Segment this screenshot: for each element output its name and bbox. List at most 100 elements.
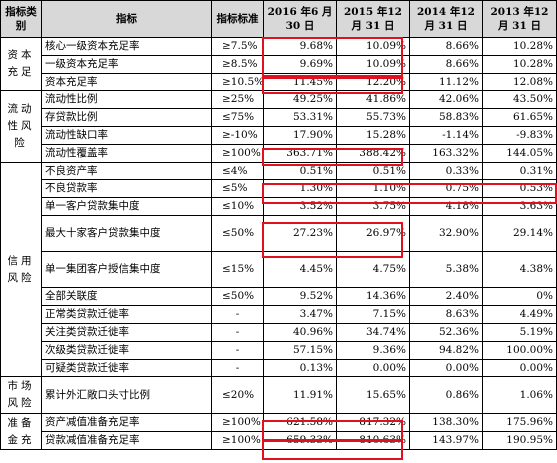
indicator-name: 流动性覆盖率 (41, 144, 212, 163)
indicator-name: 存贷款比例 (41, 108, 212, 127)
indicator-name: 不良资产率 (41, 162, 212, 180)
indicator-name: 资产减值准备充足率 (41, 413, 212, 432)
value-2013: -9.83% (482, 126, 557, 145)
indicator-standard: ≤10% (211, 197, 264, 216)
indicator-name: 单一集团客户授信集中度 (41, 251, 212, 288)
value-2014: 0.75% (409, 179, 483, 198)
table-row: 正常类贷款迁徙率 - 3.47% 7.15% 8.63% 4.49% (1, 305, 557, 324)
value-2015: 15.65% (336, 376, 410, 414)
indicator-standard: ≤20% (211, 376, 264, 414)
value-2014: 138.30% (409, 413, 483, 432)
value-2014: 163.32% (409, 144, 483, 163)
table-row: 贷款减值准备充足率 ≥100% 659.33% 810.63% 143.97% … (1, 431, 557, 450)
category-capital: 资本充足 (0, 37, 42, 91)
value-2015: 9.36% (336, 341, 410, 360)
indicator-name: 单一客户贷款集中度 (41, 197, 212, 216)
indicator-name: 全部关联度 (41, 287, 212, 306)
value-2016: 3.47% (263, 305, 337, 324)
indicator-name: 不良贷款率 (41, 179, 212, 198)
value-2015: 4.75% (336, 251, 410, 288)
header-standard: 指标标准 (211, 0, 264, 38)
value-2014: 11.12% (409, 73, 483, 91)
value-2016: 659.33% (263, 431, 337, 450)
value-2013: 144.05% (482, 144, 557, 163)
indicator-table: 指标类别 指标 指标标准 2016 年6 月 30 日 2015 年12 月 3… (0, 0, 557, 450)
category-liquidity: 流动性风险 (0, 90, 42, 163)
value-2016: 57.15% (263, 341, 337, 360)
indicator-standard: ≤5% (211, 179, 264, 198)
value-2016: 9.68% (263, 37, 337, 56)
value-2013: 4.49% (482, 305, 557, 324)
value-2014: 94.82% (409, 341, 483, 360)
indicator-standard: ≥100% (211, 431, 264, 450)
indicator-name: 累计外汇敞口头寸比例 (41, 376, 212, 414)
indicator-name: 贷款减值准备充足率 (41, 431, 212, 450)
value-2014: 5.38% (409, 251, 483, 288)
value-2014: -1.14% (409, 126, 483, 145)
header-2016: 2016 年6 月 30 日 (263, 0, 337, 38)
value-2016: 49.25% (263, 90, 337, 109)
category-provision: 准备金充 (0, 413, 42, 450)
table-row: 资本充足率 ≥10.5% 11.45% 12.20% 11.12% 12.08% (1, 73, 557, 91)
table-row: 全部关联度 ≤50% 9.52% 14.36% 2.40% 0% (1, 287, 557, 306)
value-2016: 363.71% (263, 144, 337, 163)
value-2014: 2.40% (409, 287, 483, 306)
indicator-standard: - (211, 341, 264, 360)
value-2015: 817.32% (336, 413, 410, 432)
value-2015: 7.15% (336, 305, 410, 324)
value-2014: 0.33% (409, 162, 483, 180)
indicator-standard: ≤4% (211, 162, 264, 180)
indicator-standard: - (211, 305, 264, 324)
value-2015: 810.63% (336, 431, 410, 450)
value-2013: 29.14% (482, 215, 557, 252)
value-2015: 3.75% (336, 197, 410, 216)
table-row: 一级资本充足率 ≥8.5% 9.69% 10.09% 8.66% 10.28% (1, 55, 557, 74)
value-2016: 4.45% (263, 251, 337, 288)
table-row: 信用风险 不良资产率 ≤4% 0.51% 0.51% 0.33% 0.31% (0, 162, 557, 377)
value-2013: 100.00% (482, 341, 557, 360)
value-2015: 15.28% (336, 126, 410, 145)
value-2014: 8.66% (409, 55, 483, 74)
indicator-standard: ≥25% (211, 90, 264, 109)
category-credit: 信用风险 (0, 162, 42, 377)
indicator-standard: ≥100% (211, 144, 264, 163)
table-row: 次级类贷款迁徙率 - 57.15% 9.36% 94.82% 100.00% (1, 341, 557, 360)
value-2013: 0.31% (482, 162, 557, 180)
indicator-name: 流动性比例 (41, 90, 212, 109)
category-market: 市场风险 (0, 376, 42, 414)
header-2014: 2014 年12 月 31 日 (409, 0, 483, 38)
indicator-name: 关注类贷款迁徙率 (41, 323, 212, 342)
value-2013: 0% (482, 287, 557, 306)
value-2014: 52.36% (409, 323, 483, 342)
value-2014: 58.83% (409, 108, 483, 127)
indicator-standard: ≤50% (211, 287, 264, 306)
value-2016: 621.58% (263, 413, 337, 432)
table-row: 单一客户贷款集中度 ≤10% 3.52% 3.75% 4.18% 3.63% (1, 197, 557, 216)
indicator-standard: ≤75% (211, 108, 264, 127)
value-2015: 12.20% (336, 73, 410, 91)
value-2016: 0.51% (263, 162, 337, 180)
value-2016: 0.13% (263, 359, 337, 377)
value-2015: 10.09% (336, 55, 410, 74)
indicator-standard: ≥-10% (211, 126, 264, 145)
indicator-standard: - (211, 323, 264, 342)
indicator-standard: ≤50% (211, 215, 264, 252)
header-category: 指标类别 (0, 0, 42, 38)
indicator-name: 可疑类贷款迁徙率 (41, 359, 212, 377)
value-2014: 143.97% (409, 431, 483, 450)
value-2013: 10.28% (482, 37, 557, 56)
indicator-standard: ≥10.5% (211, 73, 264, 91)
table-row: 市场风险 累计外汇敞口头寸比例 ≤20% 11.91% 15.65% 0.86%… (0, 376, 557, 414)
value-2013: 43.50% (482, 90, 557, 109)
value-2015: 26.97% (336, 215, 410, 252)
indicator-name: 流动性缺口率 (41, 126, 212, 145)
value-2015: 34.74% (336, 323, 410, 342)
value-2014: 8.66% (409, 37, 483, 56)
value-2015: 10.09% (336, 37, 410, 56)
value-2013: 61.65% (482, 108, 557, 127)
value-2015: 0.00% (336, 359, 410, 377)
value-2016: 17.90% (263, 126, 337, 145)
value-2013: 12.08% (482, 73, 557, 91)
value-2016: 40.96% (263, 323, 337, 342)
value-2014: 0.00% (409, 359, 483, 377)
